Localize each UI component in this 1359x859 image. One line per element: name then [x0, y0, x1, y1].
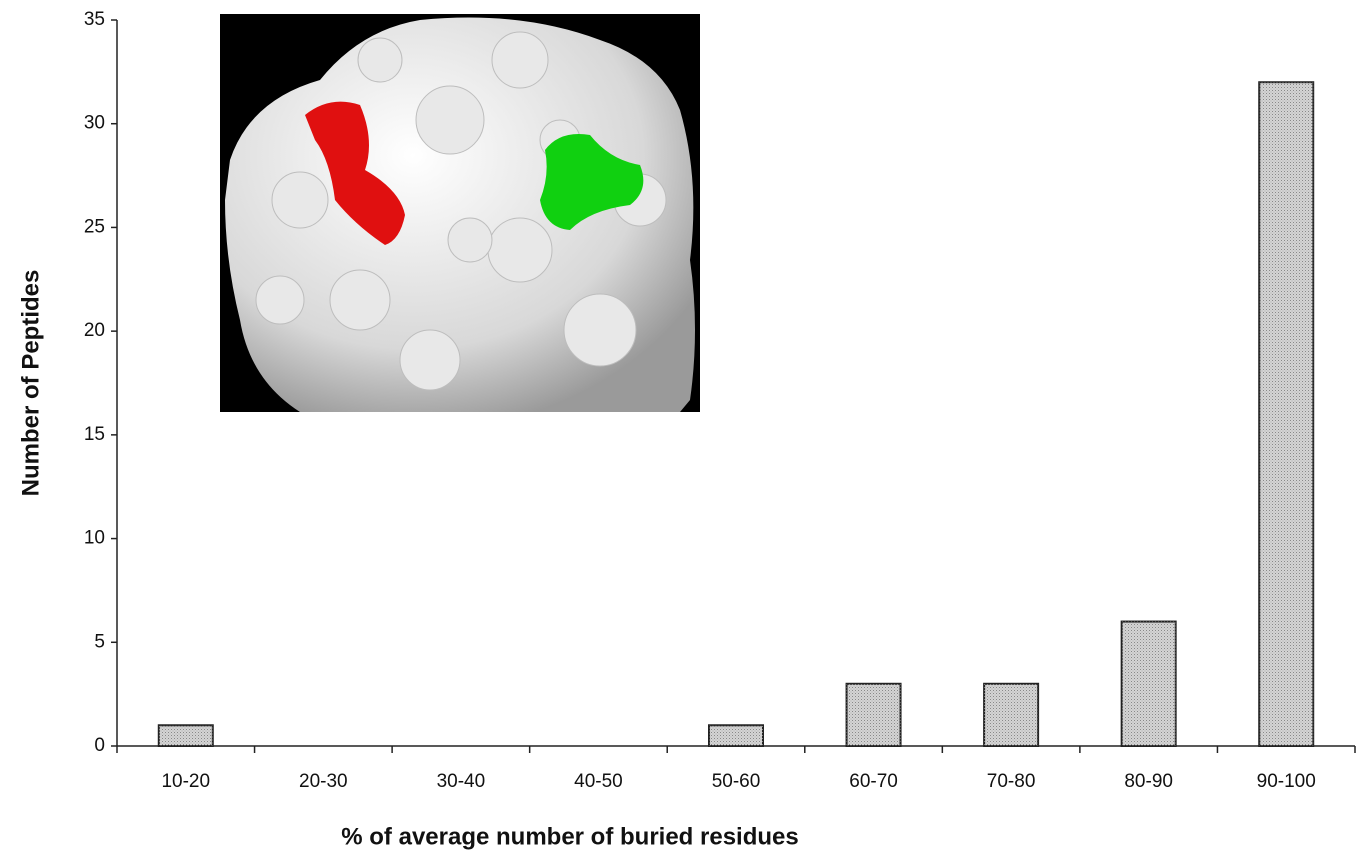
x-tick-label: 10-20	[161, 771, 210, 792]
x-tick-label: 60-70	[849, 771, 898, 792]
y-tick-label: 35	[84, 9, 105, 30]
x-tick-label: 90-100	[1257, 771, 1316, 792]
y-tick-label: 15	[84, 424, 105, 445]
x-tick-label: 80-90	[1124, 771, 1173, 792]
bar	[984, 684, 1038, 746]
x-tick-label: 30-40	[437, 771, 486, 792]
bar	[847, 684, 901, 746]
bar	[709, 725, 763, 746]
y-tick-label: 5	[94, 631, 105, 652]
y-tick-label: 0	[94, 735, 105, 756]
x-tick-label: 50-60	[712, 771, 761, 792]
y-tick-label: 10	[84, 528, 105, 549]
x-tick-label: 20-30	[299, 771, 348, 792]
x-axis-title: % of average number of buried residues	[341, 823, 798, 850]
x-tick-label: 40-50	[574, 771, 623, 792]
bar	[159, 725, 213, 746]
x-tick-label: 70-80	[987, 771, 1036, 792]
y-tick-label: 30	[84, 113, 105, 134]
y-axis-title: Number of Peptides	[17, 270, 44, 497]
protein-inset	[220, 14, 700, 412]
y-tick-label: 20	[84, 320, 105, 341]
chart: % of average number of buried residues N…	[0, 0, 1359, 859]
bar	[1259, 82, 1313, 746]
y-tick-label: 25	[84, 216, 105, 237]
bar	[1122, 622, 1176, 746]
